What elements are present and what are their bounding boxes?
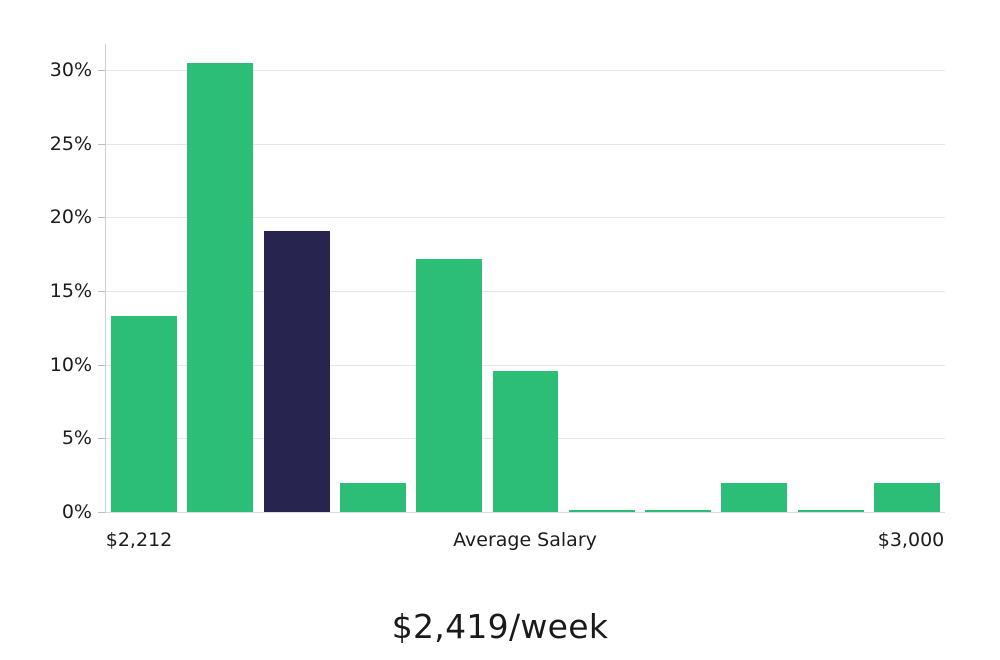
bar[interactable]: [187, 62, 254, 512]
y-tick-mark: [98, 70, 105, 72]
gridline: [106, 364, 945, 366]
bar[interactable]: [111, 316, 178, 512]
y-tick-label: 20%: [49, 206, 92, 229]
gridline: [106, 291, 945, 293]
bar[interactable]: [797, 510, 864, 512]
y-tick-mark: [98, 217, 105, 219]
bar[interactable]: [721, 482, 788, 512]
gridline: [106, 70, 945, 72]
y-tick-label: 5%: [61, 427, 92, 450]
x-tick-label: $2,212: [105, 529, 173, 551]
y-tick-label: 25%: [49, 132, 92, 155]
y-tick-mark: [98, 364, 105, 366]
y-axis-line: [105, 44, 106, 513]
x-axis-title: Average Salary: [453, 529, 597, 551]
bar[interactable]: [645, 510, 712, 512]
x-tick-label: $3,000: [877, 529, 945, 551]
chart-caption: $2,419/week: [391, 607, 609, 646]
gridline: [106, 143, 945, 145]
plot-area: [106, 44, 945, 512]
bar[interactable]: [416, 258, 483, 512]
y-tick-mark: [98, 438, 105, 440]
y-tick-label: 15%: [49, 280, 92, 303]
gridline: [106, 217, 945, 219]
y-tick-label: 30%: [49, 59, 92, 82]
y-tick-label: 10%: [49, 353, 92, 376]
bar-highlighted[interactable]: [263, 230, 330, 512]
y-tick-mark: [98, 512, 105, 513]
gridline: [106, 512, 945, 513]
y-tick-label: 0%: [61, 501, 92, 523]
y-tick-mark: [98, 291, 105, 293]
y-tick-mark: [98, 143, 105, 145]
bar[interactable]: [492, 370, 559, 512]
bar[interactable]: [873, 482, 940, 512]
bar[interactable]: [568, 510, 635, 512]
bar[interactable]: [339, 482, 406, 512]
